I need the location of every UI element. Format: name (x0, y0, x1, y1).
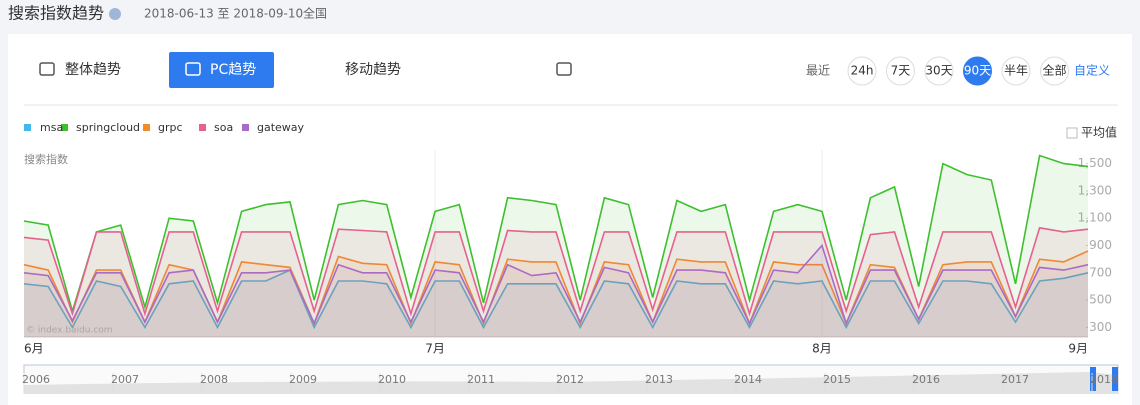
y-label: 搜索指数 (24, 152, 68, 166)
period-option[interactable]: 30天 (925, 64, 952, 78)
navigator-year: 2014 (734, 373, 762, 386)
period-option[interactable]: 半年 (1004, 64, 1028, 78)
period-option[interactable]: 90天 (964, 64, 991, 78)
period-option[interactable]: 24h (851, 64, 874, 78)
legend-swatch (61, 124, 68, 131)
checkbox[interactable] (1066, 127, 1078, 139)
legend-swatch (199, 124, 206, 131)
help-icon[interactable] (109, 8, 121, 20)
period-label: 最近 (806, 64, 830, 78)
custom-period[interactable]: 自定义 (1074, 63, 1110, 78)
navigator-year: 2010 (378, 373, 406, 386)
period-button[interactable] (963, 56, 992, 86)
series-area (24, 251, 1088, 337)
x-tick-label: 8月 (812, 342, 832, 356)
legend-label[interactable]: gateway (257, 121, 305, 134)
navigator-year: 2012 (556, 373, 584, 386)
panel (8, 34, 1132, 405)
navigator-year: 2015 (823, 373, 851, 386)
page-title: 搜索指数趋势 (8, 4, 104, 23)
series-line (23, 154, 1089, 314)
tab-label[interactable]: PC趋势 (210, 62, 256, 78)
period-button[interactable] (847, 56, 877, 86)
period-option[interactable]: 7天 (891, 64, 911, 78)
average-label[interactable]: 平均值 (1081, 125, 1117, 140)
series-area (24, 227, 1088, 337)
navigator-year: 2007 (111, 373, 139, 386)
navigator-area (24, 372, 1118, 393)
period-button[interactable] (1001, 56, 1031, 86)
series-line (23, 269, 1089, 330)
legend-label[interactable]: msa (40, 121, 63, 134)
legend-label[interactable]: soa (214, 121, 233, 134)
date-range: 2018-06-13 至 2018-09-10 (144, 7, 303, 21)
y-tick-label: 300 (1089, 320, 1112, 334)
navigator-handle[interactable] (1112, 367, 1118, 391)
navigator-year: 2009 (289, 373, 317, 386)
legend-swatch (24, 124, 31, 131)
legend-swatch (242, 124, 249, 131)
x-tick-label: 7月 (425, 342, 445, 356)
y-tick-label: 1,100 (1078, 211, 1112, 225)
series-line (23, 243, 1089, 326)
navigator-year: 2017 (1001, 373, 1029, 386)
period-button[interactable] (924, 56, 954, 86)
y-tick-label: 700 (1089, 265, 1112, 279)
tab-icon (185, 62, 201, 76)
series-area (24, 270, 1088, 337)
navigator-year: 2008 (200, 373, 228, 386)
y-tick-label: 1,300 (1078, 183, 1112, 197)
watermark: © index.baidu.com (26, 326, 113, 336)
tab-active-bg (169, 52, 274, 88)
region: 全国 (303, 6, 327, 21)
navigator-year: 2006 (22, 373, 50, 386)
navigator-handle[interactable] (1090, 367, 1096, 391)
series-area (24, 245, 1088, 337)
period-button[interactable] (886, 56, 915, 86)
navigator-year: 2018 (1090, 373, 1118, 386)
legend-label[interactable]: grpc (158, 121, 183, 134)
navigator-year: 2011 (467, 373, 495, 386)
legend-label[interactable]: springcloud (76, 121, 140, 134)
tab-icon (556, 62, 572, 76)
series-area (24, 155, 1088, 337)
y-tick-label: 900 (1089, 238, 1112, 252)
series-line (23, 226, 1089, 317)
tab-label[interactable]: 移动趋势 (345, 62, 401, 78)
period-option[interactable]: 全部 (1042, 63, 1066, 78)
period-button[interactable] (1040, 56, 1069, 86)
x-tick-label: 9月 (1068, 342, 1088, 356)
tab-icon (39, 62, 55, 76)
x-tick-label: 6月 (24, 342, 44, 356)
navigator-year: 2016 (912, 373, 940, 386)
y-tick-label: 500 (1089, 293, 1112, 307)
navigator-year: 2013 (645, 373, 673, 386)
tab-label[interactable]: 整体趋势 (65, 62, 121, 78)
legend-swatch (143, 124, 150, 131)
